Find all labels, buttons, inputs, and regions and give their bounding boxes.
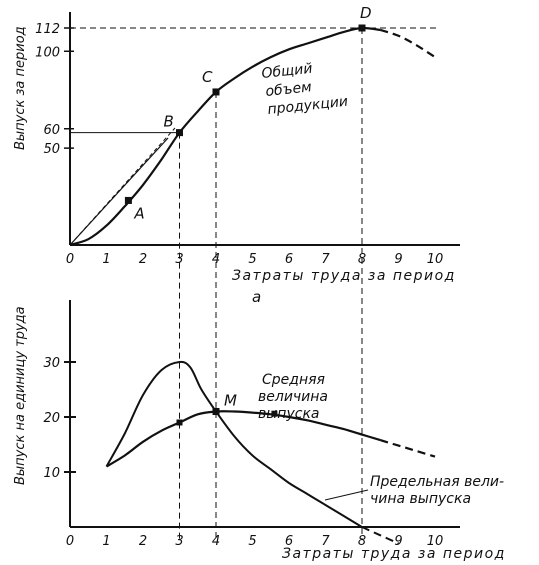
top-x-tick-0: 0 <box>66 252 74 267</box>
point-d-label: D <box>360 4 372 22</box>
bottom-y-tick-20: 20 <box>43 411 60 426</box>
average-curve-marker-2 <box>271 410 278 417</box>
bottom-x-axis-title: Затраты труда за период <box>282 546 506 562</box>
average-output-curve <box>105 410 381 468</box>
top-x-tick-labels: 0 1 2 3 4 5 6 7 8 9 10 <box>66 252 443 267</box>
bottom-x-tick-4: 4 <box>212 534 220 549</box>
point-c-label: C <box>202 68 213 86</box>
marginal-output-curve <box>105 360 363 528</box>
top-y-axis-title: Выпуск за период <box>13 26 28 150</box>
point-m-label: M <box>224 392 237 410</box>
average-output-label-line3: выпуска <box>258 406 319 422</box>
top-y-tick-60: 60 <box>43 123 60 138</box>
top-x-tick-2: 2 <box>139 252 147 267</box>
bottom-y-axis-title: Выпуск на единицу труда <box>13 306 28 485</box>
bottom-x-tick-2: 2 <box>139 534 147 549</box>
total-output-label-line2: объем <box>265 79 313 100</box>
bottom-x-tick-0: 0 <box>66 534 74 549</box>
point-a-label: A <box>133 204 144 222</box>
total-output-curve <box>69 26 381 247</box>
point-a-marker <box>124 196 132 204</box>
point-m-marker <box>212 408 220 415</box>
marginal-output-curve-dashed <box>361 526 399 545</box>
average-curve-marker-1 <box>176 419 183 426</box>
average-output-label-line1: Средняя <box>262 372 325 388</box>
marginal-label-pointer <box>324 489 369 501</box>
bottom-x-tick-7: 7 <box>321 534 330 549</box>
bottom-x-tick-3: 3 <box>175 534 183 549</box>
average-output-curve-dashed <box>379 439 436 458</box>
bottom-x-tick-6: 6 <box>285 534 293 549</box>
cross-panel-guides <box>179 28 363 540</box>
bottom-y-tick-30: 30 <box>43 356 60 371</box>
top-y-tick-labels: 50 60 100 112 <box>35 22 74 157</box>
top-x-tick-6: 6 <box>285 252 293 267</box>
top-x-tick-7: 7 <box>321 252 330 267</box>
top-x-axis-title: Затраты труда за период <box>232 268 456 284</box>
top-y-tick-100: 100 <box>35 45 60 60</box>
bottom-y-tick-10: 10 <box>43 466 60 481</box>
bottom-x-tick-labels: 0 1 2 3 4 5 6 7 8 9 10 <box>66 534 443 549</box>
top-y-tick-112: 112 <box>35 22 60 37</box>
top-x-tick-3: 3 <box>175 252 183 267</box>
bottom-x-tick-5: 5 <box>248 534 256 549</box>
top-x-tick-9: 9 <box>394 252 402 267</box>
bottom-x-tick-8: 8 <box>358 534 366 549</box>
top-x-tick-10: 10 <box>427 252 444 267</box>
bottom-chart: 0 1 2 3 4 5 6 7 8 9 10 10 20 30 M Выпуск на единицу … <box>13 300 506 562</box>
top-points: A B C D <box>124 4 372 222</box>
marginal-output-label-line2: чина выпуска <box>370 491 471 507</box>
total-output-label-line1: Общий <box>261 61 313 82</box>
bottom-x-tick-10: 10 <box>427 534 444 549</box>
top-y-tick-50: 50 <box>43 142 60 157</box>
tangent-dashed-line <box>69 127 176 246</box>
bottom-x-tick-9: 9 <box>394 534 402 549</box>
bottom-x-tick-1: 1 <box>102 534 110 549</box>
panel-label-a: а <box>252 288 261 306</box>
bottom-points: M <box>176 392 278 426</box>
top-x-tick-5: 5 <box>248 252 256 267</box>
top-guide-lines <box>70 27 440 134</box>
point-b-label: B <box>164 113 174 131</box>
average-output-label-line2: величина <box>258 389 328 405</box>
marginal-output-label-line1: Предельная вели- <box>370 474 504 490</box>
top-x-tick-4: 4 <box>212 252 220 267</box>
bottom-y-tick-labels: 10 20 30 <box>43 356 76 481</box>
tangent-solid-line <box>69 137 169 246</box>
top-x-tick-1: 1 <box>102 252 110 267</box>
total-output-curve-dashed <box>379 28 436 59</box>
